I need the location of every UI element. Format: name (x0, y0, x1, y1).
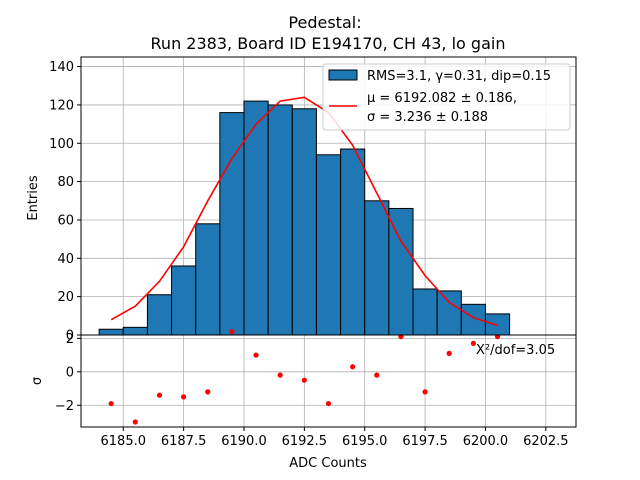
x-tick-label: 6185.0 (101, 434, 147, 449)
bottom-axes-frame (80, 334, 577, 428)
bottom-y-tick-label: −2 (55, 399, 74, 414)
residual-point (205, 389, 211, 395)
top-y-tick-label: 60 (57, 213, 74, 228)
legend-fit-label-line1: μ = 6192.082 ± 0.186, (367, 91, 517, 106)
x-ticks: 6185.0 6187.5 6190.0 6192.5 6195.0 6197.5 6200… (101, 427, 569, 449)
top-y-tick-label: 40 (57, 252, 74, 267)
residual-point (132, 419, 138, 425)
residual-point (108, 400, 114, 407)
x-tick-label: 6187.5 (161, 434, 207, 449)
top-y-tick-label: 120 (49, 98, 74, 113)
chart-title-line1: Pedestal: (288, 13, 361, 32)
histogram-bar (122, 326, 148, 336)
legend: RMS=3.1, γ=0.31, dip=0.15 μ = 6192.082 ±… (322, 63, 571, 131)
chart-title-line2: Run 2383, Board ID E194170, CH 43, lo ga… (151, 34, 506, 53)
legend-frame (322, 63, 571, 131)
y-axis-label-sigma: σ (30, 377, 45, 385)
bottom-y-tick-label: 0 (66, 365, 74, 380)
histogram-bar (146, 294, 173, 336)
top-y-tick-label: 140 (49, 60, 74, 75)
residual-point (422, 389, 428, 395)
top-y-tick-label: 0 (66, 329, 74, 344)
residual-point (446, 350, 452, 356)
histogram-bar (315, 154, 342, 336)
histogram-bar (291, 108, 317, 336)
top-y-tick-label: 20 (57, 290, 74, 305)
top-y-ticks: 0 20 40 60 80 100 120 140 (49, 60, 81, 344)
residual-point (301, 377, 307, 383)
bottom-y-tick-label: 2 (66, 332, 74, 347)
histogram-bar (364, 200, 390, 336)
top-y-tick-label: 80 (57, 175, 74, 190)
y-axis-label-entries: Entries (26, 175, 41, 221)
x-tick-label: 6197.5 (402, 434, 448, 449)
legend-hist-label: RMS=3.1, γ=0.31, dip=0.15 (367, 69, 551, 84)
x-axis-label: ADC Counts (289, 456, 367, 471)
residual-point (277, 372, 283, 378)
x-tick-label: 6200.0 (463, 434, 509, 449)
chi2-annotation: X²/dof=3.05 (476, 343, 555, 358)
histogram-bar (267, 104, 293, 336)
top-y-tick-label: 100 (49, 137, 74, 152)
residual-point (253, 352, 259, 358)
residual-point (325, 400, 332, 407)
x-tick-label: 6190.0 (221, 434, 267, 449)
histogram-bar (340, 148, 366, 336)
residual-point (374, 372, 380, 378)
bottom-y-ticks: −202 (55, 332, 81, 414)
x-tick-label: 6202.5 (523, 434, 569, 449)
histogram-bar (171, 265, 197, 336)
histogram-bar (195, 223, 221, 336)
fit-curve (110, 96, 498, 327)
residual-point (470, 340, 476, 346)
x-tick-label: 6195.0 (342, 434, 388, 449)
histogram-bar (436, 290, 462, 336)
residual-point (156, 392, 163, 398)
residual-point (350, 364, 356, 370)
residual-point (181, 394, 187, 400)
legend-hist-swatch (328, 69, 358, 81)
histogram-bar (412, 288, 438, 336)
histogram-bars (98, 100, 511, 336)
x-tick-label: 6192.5 (282, 434, 328, 449)
histogram-bar (388, 207, 414, 336)
residual-point (229, 329, 235, 335)
histogram-bar (484, 313, 511, 336)
histogram-bar (98, 328, 124, 336)
legend-fit-label-line2: σ = 3.236 ± 0.188 (367, 110, 488, 125)
